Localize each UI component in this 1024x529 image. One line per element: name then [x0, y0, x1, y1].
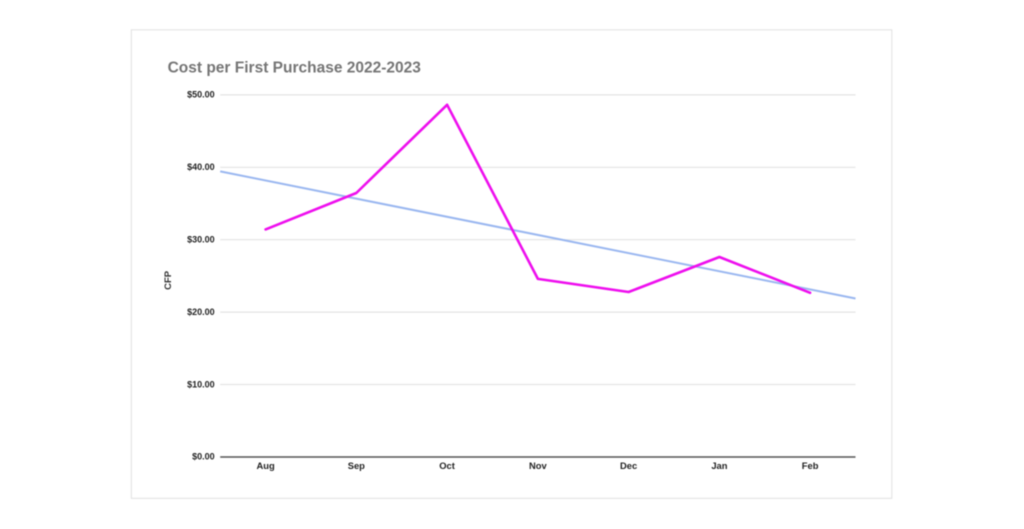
svg-text:$0.00: $0.00: [192, 452, 215, 462]
svg-text:Dec: Dec: [620, 460, 637, 471]
svg-text:$10.00: $10.00: [187, 379, 215, 389]
svg-text:$50.00: $50.00: [187, 90, 215, 100]
svg-text:Feb: Feb: [802, 460, 819, 471]
svg-text:CFP: CFP: [163, 270, 174, 290]
svg-text:$30.00: $30.00: [187, 235, 215, 245]
svg-text:Aug: Aug: [256, 460, 274, 471]
svg-text:Jan: Jan: [711, 460, 727, 471]
svg-text:Oct: Oct: [439, 460, 455, 471]
svg-text:Sep: Sep: [348, 460, 365, 471]
svg-text:Nov: Nov: [529, 460, 547, 471]
svg-text:$40.00: $40.00: [187, 162, 215, 172]
svg-text:Cost per First Purchase 2022-2: Cost per First Purchase 2022-2023: [168, 59, 422, 76]
svg-text:$20.00: $20.00: [187, 307, 215, 317]
